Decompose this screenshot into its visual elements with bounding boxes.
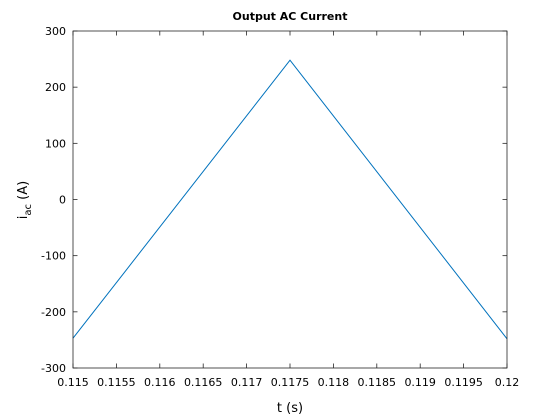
series-layer [72, 59, 508, 340]
x-tick-label: 0.116 [144, 376, 176, 389]
y-axis-label: iac (A) [16, 181, 34, 219]
x-tick-label: 0.1195 [444, 376, 483, 389]
x-tick-label: 0.115 [57, 376, 89, 389]
chart-title: Output AC Current [233, 10, 348, 23]
x-tick-label: 0.1185 [358, 376, 397, 389]
series-line-i-ac [72, 59, 508, 340]
y-tick-label: -300 [41, 362, 66, 375]
y-tick-label: 100 [45, 137, 66, 150]
x-tick-label: 0.118 [318, 376, 350, 389]
plot-area [73, 31, 507, 368]
y-tick-label: 0 [59, 194, 66, 207]
y-label-unit: (A) [16, 181, 31, 204]
y-tick-label: -200 [41, 306, 66, 319]
y-label-base: i [16, 216, 31, 220]
y-tick-label: -100 [41, 250, 66, 263]
y-tick-label: 200 [45, 81, 66, 94]
y-label-subscript: ac [23, 204, 34, 216]
x-axis-label: t (s) [277, 401, 303, 416]
x-tick-label: 0.1155 [97, 376, 136, 389]
tick-layer: 0.115 0.1155 0.116 0.1165 0.117 0.1175 0.118 0.… [41, 25, 519, 389]
x-tick-label: 0.1175 [271, 376, 310, 389]
y-axis-label-text: iac (A) [16, 181, 34, 219]
x-tick-label: 0.117 [231, 376, 263, 389]
y-tick-label: 300 [45, 25, 66, 38]
x-tick-label: 0.1165 [184, 376, 223, 389]
x-tick-label: 0.119 [404, 376, 436, 389]
x-tick-label: 0.12 [495, 376, 520, 389]
